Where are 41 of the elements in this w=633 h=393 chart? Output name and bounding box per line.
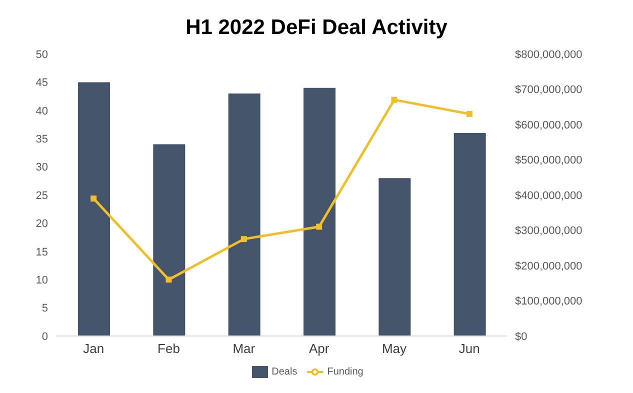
y-tick-label: 30 xyxy=(36,162,48,174)
point xyxy=(391,96,398,103)
x-tick-label: Apr xyxy=(308,341,330,356)
x-tick-label: Jun xyxy=(458,341,480,356)
bar xyxy=(78,82,110,336)
y2-tick-label: $300,000,000 xyxy=(515,225,582,238)
x-tick-label: Feb xyxy=(158,341,180,356)
y-tick-label: 15 xyxy=(36,246,48,258)
y-tick-label: 50 xyxy=(36,48,48,61)
y-tick-label: 0 xyxy=(42,330,48,343)
bar xyxy=(378,178,411,336)
y-tick-label: 25 xyxy=(36,190,48,202)
y2-tick-label: $500,000,000 xyxy=(515,154,582,167)
legend-label: Funding xyxy=(327,366,364,378)
point xyxy=(316,224,322,230)
y-tick-label: 45 xyxy=(36,77,48,90)
y-tick-label: 5 xyxy=(42,302,48,315)
bar xyxy=(304,88,336,336)
y2-tick-label: $400,000,000 xyxy=(515,190,582,202)
point xyxy=(240,236,247,242)
legend-label: Deals xyxy=(272,366,298,378)
bar xyxy=(454,132,486,336)
y-tick-label: 10 xyxy=(36,274,48,287)
y2-tick-label: $600,000,000 xyxy=(515,119,582,132)
y2-tick-label: $800,000,000 xyxy=(515,48,582,61)
point xyxy=(166,276,172,283)
y-tick-label: 35 xyxy=(36,134,48,146)
point xyxy=(466,110,472,117)
y-tick-label: 20 xyxy=(36,218,48,230)
y2-tick-label: $700,000,000 xyxy=(515,84,582,96)
bar xyxy=(153,144,186,336)
x-tick-label: Mar xyxy=(232,341,256,356)
y-tick-label: 40 xyxy=(36,105,48,118)
chart-title: H1 2022 DeFi Deal Activity xyxy=(184,15,448,41)
y2-tick-label: $0 xyxy=(515,330,528,343)
bar xyxy=(228,93,260,336)
x-tick-label: Jan xyxy=(83,341,104,356)
y2-tick-label: $100,000,000 xyxy=(515,296,582,308)
x-tick-label: May xyxy=(382,341,408,356)
y2-tick-label: $200,000,000 xyxy=(515,260,582,272)
point xyxy=(90,196,97,202)
